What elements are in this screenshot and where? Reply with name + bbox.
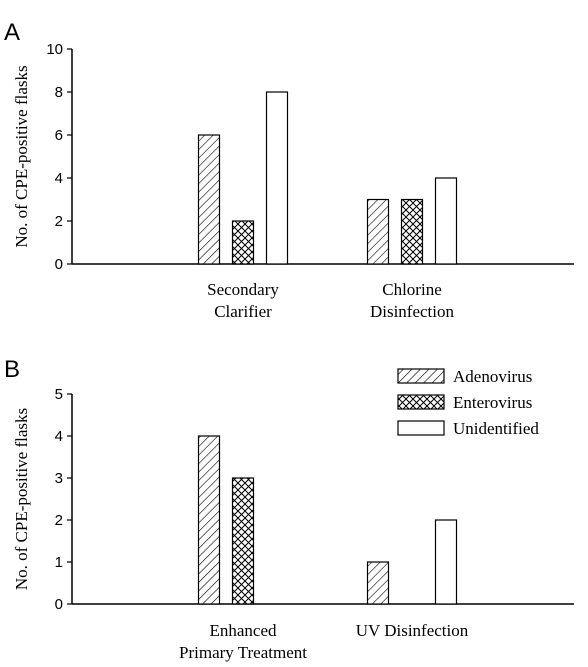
panel-letter: A: [4, 19, 20, 46]
x-category-label: Disinfection: [370, 302, 455, 321]
y-tick-label: 8: [55, 84, 63, 101]
panel-letter: B: [4, 356, 20, 383]
bar: [231, 220, 255, 265]
bar: [265, 91, 289, 265]
y-tick-label: 3: [55, 470, 63, 487]
y-tick-label: 6: [55, 127, 63, 144]
x-category-label: Clarifier: [214, 302, 272, 321]
legend-label: Enterovirus: [453, 393, 532, 412]
bar: [434, 177, 458, 265]
y-tick-label: 2: [55, 213, 63, 230]
legend-swatch: [397, 420, 445, 436]
y-axis-label: No. of CPE-positive flasks: [12, 65, 31, 247]
bar: [197, 134, 221, 265]
y-tick-label: 10: [46, 41, 63, 58]
y-tick-label: 2: [55, 512, 63, 529]
legend-swatch: [397, 394, 445, 410]
x-category-label: UV Disinfection: [356, 621, 469, 640]
y-tick-label: 1: [55, 554, 63, 571]
x-category-label: Chlorine: [382, 280, 442, 299]
y-tick-label: 0: [55, 256, 63, 273]
legend-label: Unidentified: [453, 419, 539, 438]
y-tick-label: 0: [55, 596, 63, 613]
bar: [366, 198, 390, 265]
x-category-label: Secondary: [207, 280, 279, 299]
legend: Adenovirus Enterovirus Unidentified: [397, 367, 539, 438]
y-tick-label: 4: [55, 170, 63, 187]
panel-a: A 0 2 4 6 8 10 No. of CPE-positive flasks Second…: [4, 19, 574, 321]
bar: [231, 477, 255, 605]
y-axis-label: No. of CPE-positive flasks: [12, 408, 31, 590]
y-tick-label: 4: [55, 428, 63, 445]
bar: [434, 519, 458, 605]
x-category-label: Primary Treatment: [179, 643, 307, 662]
bar: [197, 435, 221, 605]
legend-label: Adenovirus: [453, 367, 532, 386]
bar: [366, 561, 390, 605]
bar: [400, 198, 424, 265]
panel-b: B 0 1 2 3 4 5 No. of CPE-positive flasks Enhance…: [4, 356, 574, 662]
y-tick-label: 5: [55, 386, 63, 403]
legend-swatch: [397, 368, 445, 384]
x-category-label: Enhanced: [209, 621, 277, 640]
